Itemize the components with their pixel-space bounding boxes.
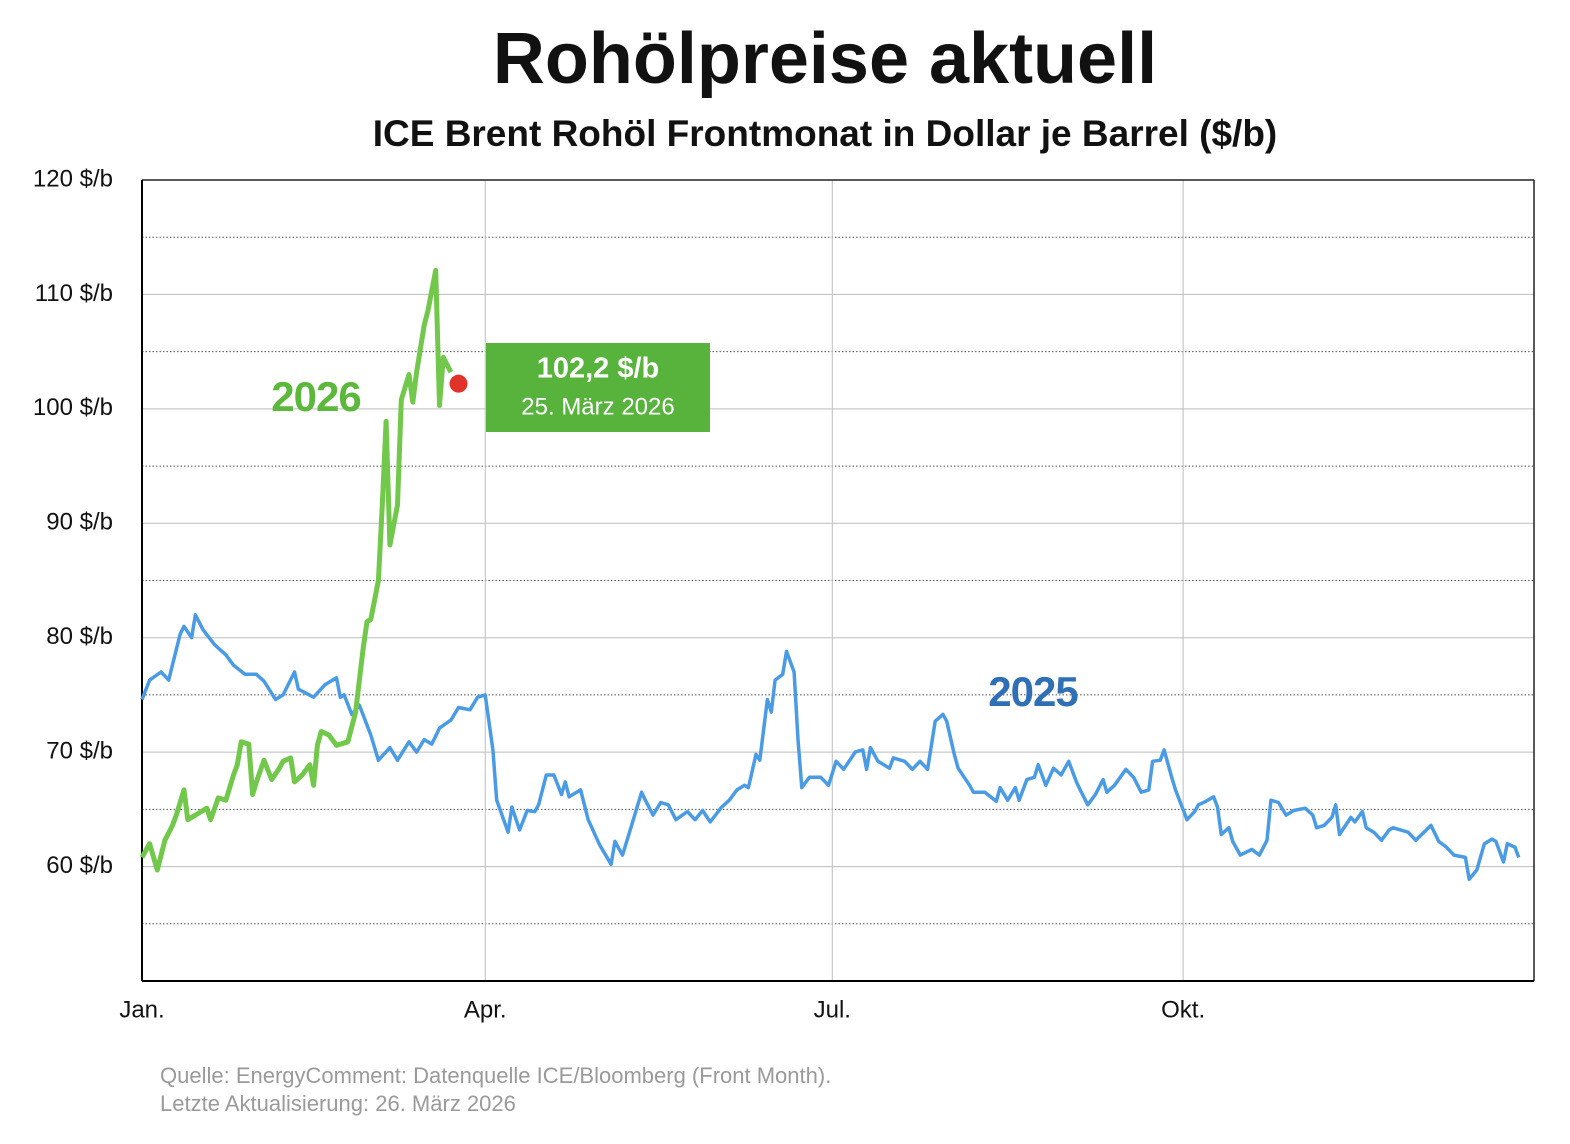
x-tick-label: Jul. xyxy=(814,996,851,1023)
series-line xyxy=(139,267,454,873)
annotation-value: 102,2 $/b xyxy=(537,353,660,385)
y-tick-label: 120 $/b xyxy=(33,165,113,192)
y-tick-label: 60 $/b xyxy=(46,852,113,879)
update-note: Letzte Aktualisierung: 26. März 2026 xyxy=(160,1091,516,1116)
y-tick-label: 90 $/b xyxy=(46,509,113,536)
y-tick-label: 110 $/b xyxy=(35,280,113,307)
series-label: 2026 xyxy=(271,373,360,420)
annotation-dot xyxy=(449,374,468,393)
annotation-box xyxy=(486,343,710,432)
chart-title: Rohölpreise aktuell xyxy=(493,19,1157,99)
series-line xyxy=(140,613,1521,881)
x-tick-label: Jan. xyxy=(119,996,164,1023)
x-tick-label: Okt. xyxy=(1161,996,1205,1023)
chart-subtitle: ICE Brent Rohöl Frontmonat in Dollar je … xyxy=(373,113,1278,154)
series-label: 2025 xyxy=(988,668,1078,715)
x-tick-label: Apr. xyxy=(464,996,507,1023)
y-tick-label: 100 $/b xyxy=(33,394,113,421)
source-note: Quelle: EnergyComment: Datenquelle ICE/B… xyxy=(160,1063,831,1088)
annotation-date: 25. März 2026 xyxy=(521,393,674,420)
y-tick-label: 80 $/b xyxy=(46,623,113,650)
y-tick-label: 70 $/b xyxy=(46,737,113,764)
